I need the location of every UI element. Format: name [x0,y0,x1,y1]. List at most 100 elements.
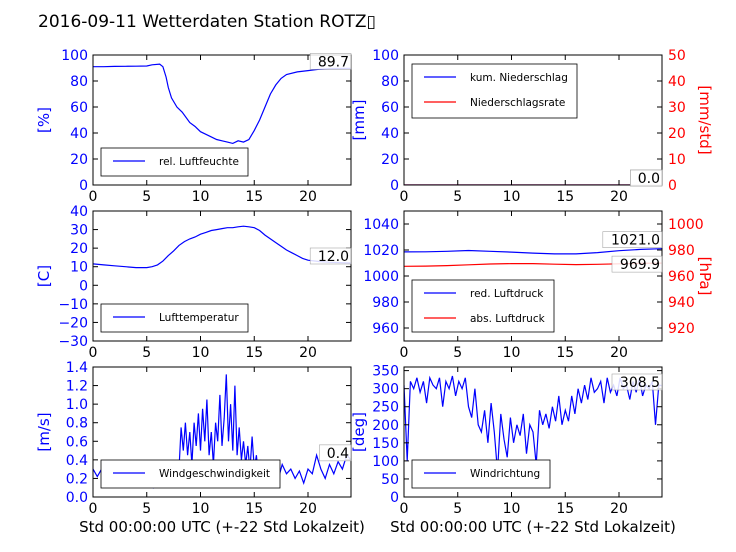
x-tick-label: 20 [299,345,317,361]
y-tick-label: 0.2 [66,471,88,487]
y-axis-label: [mm] [350,100,368,141]
x-tick-label: 5 [453,501,462,517]
y-axis-label: [%] [35,107,53,133]
x-tick-label: 10 [503,189,521,205]
x-tick-label: 20 [610,501,628,517]
legend-box [411,63,578,119]
legend-label: Lufttemperatur [159,312,239,324]
y-tick-label: 100 [372,48,399,64]
x-tick-label: 5 [453,345,462,361]
series-line-1 [93,225,351,269]
y2-tick-label: 50 [668,48,686,64]
legend-label: abs. Luftdruck [470,313,546,325]
last-value-label: 89.7 [318,54,349,70]
plot-frame [403,54,663,186]
y-tick-label: 1020 [363,243,399,259]
y2-tick-label: 0 [668,178,677,194]
legend-box [100,303,249,333]
value-label-bg [602,231,663,248]
last-value-label: 969.9 [620,257,660,273]
x-tick-label: 0 [400,501,409,517]
y-tick-label: 30 [70,223,88,239]
y2-tick-label: 960 [668,269,695,285]
y-tick-label: 0.4 [66,453,88,469]
y-tick-label: 100 [372,454,399,470]
plot-frame [92,54,352,186]
legend-box [100,147,249,177]
x-tick-label: 20 [299,189,317,205]
plot-frame [92,210,352,342]
legend-label: rel. Luftfeuchte [159,156,239,168]
y-axis-label: [deg] [350,412,368,452]
x-tick-label: 0 [400,189,409,205]
value-label-bg [611,373,663,391]
x-tick-label: 10 [192,345,210,361]
x-axis-label-right: Std 00:00:00 UTC (+-22 Std Lokalzeit) [390,518,676,536]
chart-winddir: 0 5 10 15 20050100150200250300350[deg]Windri… [350,364,663,517]
last-value-label: 1021.0 [611,233,660,249]
legend-label: Windgeschwindigkeit [159,468,270,480]
y2-tick-label: 40 [668,74,686,90]
y-axis-label: [m/s] [35,412,53,451]
y-tick-label: 0.6 [66,434,88,450]
x-tick-label: 15 [245,501,263,517]
y-tick-label: 0.0 [66,490,88,506]
y-tick-label: 0 [390,490,399,506]
y2-tick-label: 1000 [668,217,704,233]
y-tick-label: 150 [372,436,399,452]
value-label-bg [309,53,352,70]
y-tick-label: 60 [70,100,88,116]
value-label-bg [630,169,663,187]
y-tick-label: 0 [79,278,88,294]
plot-frame [92,366,352,498]
y-tick-label: 40 [70,126,88,142]
legend-box [411,279,555,333]
x-tick-label: 15 [245,189,263,205]
x-tick-label: 10 [192,189,210,205]
x-tick-label: 0 [89,501,98,517]
figure-title: 2016-09-11 Wetterdaten Station ROTZ▯ [38,12,376,32]
last-value-label: 0.4 [327,446,349,462]
value-label-bg [319,444,352,462]
chart-precip: 0 5 10 15 20 0 20 40 60 80 100 0 10 20 30 40 50 [mm] [mm/s… [350,48,714,205]
x-tick-label: 5 [142,345,151,361]
y2-tick-label: 10 [668,152,686,168]
y-tick-label: 1.2 [66,379,88,395]
x-tick-label: 15 [556,345,574,361]
x-tick-label: 10 [503,345,521,361]
y-tick-label: 10 [70,260,88,276]
chart-windspeed: 0 5 10 15 20 0.0 0.2 0.4 0.6 0.8 1.0 1.2 1.4 [m/s] Win… [35,360,352,517]
series-line-1 [404,248,662,255]
x-tick-label: 5 [453,189,462,205]
y-tick-label: 40 [381,126,399,142]
chart-temperature: 0 5 10 15 20 −30 −20 −10 0 10 20 30 40 [C] Lufttempera… [35,204,352,361]
chart-humidity: 0 5 10 15 20 0 20 40 60 80 100 [%] rel. Luftfeuchte 8… [35,48,352,205]
y-tick-label: 980 [372,295,399,311]
x-tick-label: 5 [142,501,151,517]
last-value-label: 12.0 [318,249,349,265]
y2-tick-label: 940 [668,295,695,311]
y-tick-label: 80 [381,74,399,90]
x-tick-label: 20 [610,345,628,361]
legend-label: Windrichtung [470,468,540,480]
y-tick-label: 1000 [363,269,399,285]
chart-pressure: 0 5 10 15 20 960 980 1000 1020 1040 920 940 960 980 10… [363,210,714,361]
x-tick-label: 0 [89,345,98,361]
legend-box [100,459,281,489]
y-tick-label: 40 [70,204,88,220]
y-tick-label: 300 [372,382,399,398]
y-tick-label: −10 [58,297,88,313]
y-tick-label: 20 [70,241,88,257]
legend-box [411,459,551,489]
plot-frame [403,366,663,498]
x-tick-label: 15 [556,189,574,205]
y-tick-label: 960 [372,321,399,337]
y-axis-label: [C] [35,265,53,287]
x-tick-label: 20 [610,189,628,205]
last-value-label: 308.5 [620,375,660,391]
y-tick-label: 200 [372,418,399,434]
y-tick-label: 60 [381,100,399,116]
value-label-bg [309,247,352,265]
y-tick-label: 20 [381,152,399,168]
